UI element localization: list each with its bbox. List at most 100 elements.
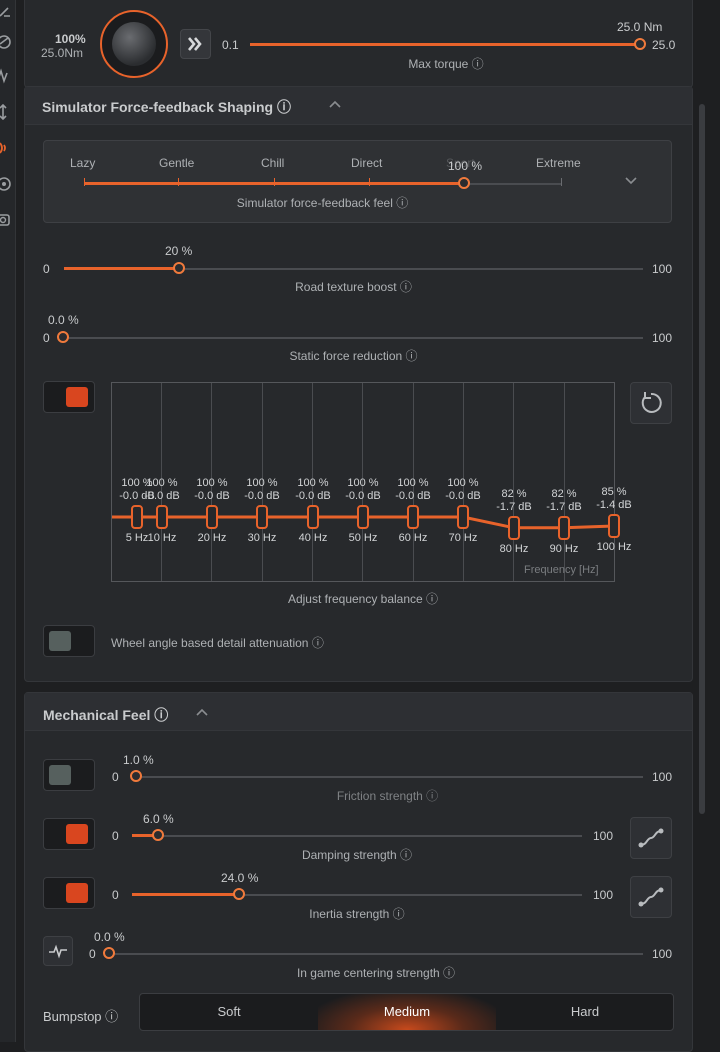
inertia-toggle[interactable] — [43, 877, 95, 909]
eq-band-value: 100 % — [347, 477, 379, 489]
eq-band-db: -0.0 dB — [345, 490, 381, 502]
updown-icon[interactable] — [0, 104, 14, 120]
eq-band-handle[interactable] — [307, 505, 319, 529]
eq-band-db: -0.0 dB — [119, 490, 155, 502]
wheel-angle-toggle[interactable] — [43, 625, 95, 657]
eq-band-value: 100 % — [121, 477, 153, 489]
reset-icon — [641, 392, 662, 413]
torque-value: 25.0 Nm — [617, 20, 663, 34]
side-navigation — [0, 0, 16, 1042]
friction-thumb[interactable] — [130, 770, 142, 782]
eq-band-frequency: 10 Hz — [147, 532, 177, 544]
camera-icon[interactable] — [0, 212, 14, 228]
damping-curve-button[interactable] — [630, 817, 672, 859]
eq-band-handle[interactable] — [156, 505, 168, 529]
skip-button[interactable] — [180, 29, 211, 59]
friction-toggle[interactable] — [43, 759, 95, 791]
eq-label: Adjust frequency balance ⓘ — [287, 592, 439, 606]
eq-band-db: -0.0 dB — [445, 490, 481, 502]
eq-band-frequency: 40 Hz — [298, 532, 328, 544]
chevron-up-icon[interactable] — [195, 707, 209, 717]
eq-band-value: 100 % — [196, 477, 228, 489]
eq-band-frequency: 80 Hz — [499, 542, 529, 555]
pulse-icon — [49, 944, 67, 959]
chevron-up-icon[interactable] — [328, 99, 342, 109]
eq-band-handle[interactable] — [357, 505, 369, 529]
road-thumb[interactable] — [173, 262, 185, 274]
eq-band-frequency: 70 Hz — [448, 532, 478, 544]
preset-lazy[interactable]: Lazy — [70, 156, 96, 170]
eq-band-frequency: 5 Hz — [125, 532, 149, 544]
tune-icon[interactable] — [0, 4, 14, 20]
centering-icon-button[interactable] — [43, 936, 73, 966]
bumpstop-selector: Soft Medium Hard — [139, 993, 674, 1031]
eq-toggle[interactable] — [43, 381, 95, 413]
friction-min: 0 — [112, 770, 119, 784]
static-label: Static force reduction ⓘ — [289, 349, 418, 363]
damping-track — [132, 835, 582, 837]
eq-band-handle[interactable] — [407, 505, 419, 529]
steering-icon[interactable] — [0, 176, 14, 192]
inertia-curve-button[interactable] — [630, 876, 672, 918]
centering-value: 0.0 % — [94, 930, 125, 944]
friction-max: 100 — [652, 770, 673, 784]
eq-band-value: 100 % — [397, 477, 429, 489]
preset-gentle[interactable]: Gentle — [159, 156, 195, 170]
scrollbar[interactable] — [699, 104, 705, 814]
eq-band-handle[interactable] — [131, 505, 143, 529]
bumpstop-medium[interactable]: Medium — [318, 994, 496, 1030]
road-min: 0 — [43, 262, 50, 276]
sim-ffb-header[interactable]: Simulator Force-feedback Shaping ⓘ — [25, 87, 692, 125]
bumpstop-label: Bumpstop ⓘ — [43, 1009, 119, 1024]
preset-chill[interactable]: Chill — [261, 156, 285, 170]
eq-reset-button[interactable] — [630, 382, 672, 424]
eq-band-value: 100 % — [447, 477, 479, 489]
road-fill — [64, 267, 179, 270]
damping-thumb[interactable] — [152, 829, 164, 841]
vibration-icon[interactable] — [0, 140, 14, 156]
torque-thumb[interactable] — [634, 38, 646, 50]
torque-dial[interactable] — [100, 10, 168, 78]
inertia-thumb[interactable] — [233, 888, 245, 900]
eq-band-db: -1.7 dB — [546, 500, 582, 513]
preset-extreme[interactable]: Extreme — [536, 156, 581, 170]
eq-band-handle[interactable] — [508, 515, 520, 540]
eq-band-handle[interactable] — [608, 514, 620, 538]
torque-fill — [250, 43, 642, 46]
eq-band-handle[interactable] — [558, 515, 570, 540]
wave-icon[interactable] — [0, 68, 14, 84]
eq-band-db: -0.0 dB — [194, 490, 230, 502]
centering-label: In game centering strength ⓘ — [296, 966, 456, 980]
preset-sport[interactable]: Sport — [446, 156, 475, 170]
preset-direct[interactable]: Direct — [351, 156, 383, 170]
feel-thumb[interactable] — [458, 177, 470, 189]
static-thumb[interactable] — [57, 331, 69, 343]
eq-band-db: -0.0 dB — [244, 490, 280, 502]
eq-band-db: -0.0 dB — [144, 490, 180, 502]
eq-band-db: -0.0 dB — [295, 490, 331, 502]
eq-band-frequency: 60 Hz — [398, 532, 428, 544]
bumpstop-hard[interactable]: Hard — [570, 1004, 600, 1019]
wheel-icon[interactable] — [0, 34, 14, 50]
centering-thumb[interactable] — [103, 947, 115, 959]
chevron-down-icon[interactable] — [624, 176, 638, 186]
friction-value: 1.0 % — [123, 753, 154, 767]
centering-track — [109, 953, 643, 955]
feel-label: Simulator force-feedback feel ⓘ — [236, 196, 409, 210]
eq-band-frequency: 90 Hz — [549, 542, 579, 555]
damping-toggle[interactable] — [43, 818, 95, 850]
eq-band-frequency: 20 Hz — [197, 532, 227, 544]
eq-band-handle[interactable] — [457, 505, 469, 529]
eq-band-value: 100 % — [146, 477, 178, 489]
torque-nm: 25.0Nm — [41, 46, 84, 60]
bumpstop-soft[interactable]: Soft — [217, 1004, 241, 1019]
eq-band-value: 100 % — [246, 477, 278, 489]
eq-band-handle[interactable] — [206, 505, 218, 529]
ffb-feel-box: Lazy Gentle Chill Direct Sport Extreme 1… — [43, 140, 672, 223]
mechanical-feel-header[interactable]: Mechanical Feel ⓘ — [25, 693, 692, 731]
eq-band-handle[interactable] — [256, 505, 268, 529]
static-track — [64, 337, 643, 339]
static-max: 100 — [652, 331, 673, 345]
friction-label: Friction strength ⓘ — [336, 789, 439, 803]
road-label: Road texture boost ⓘ — [295, 280, 412, 294]
